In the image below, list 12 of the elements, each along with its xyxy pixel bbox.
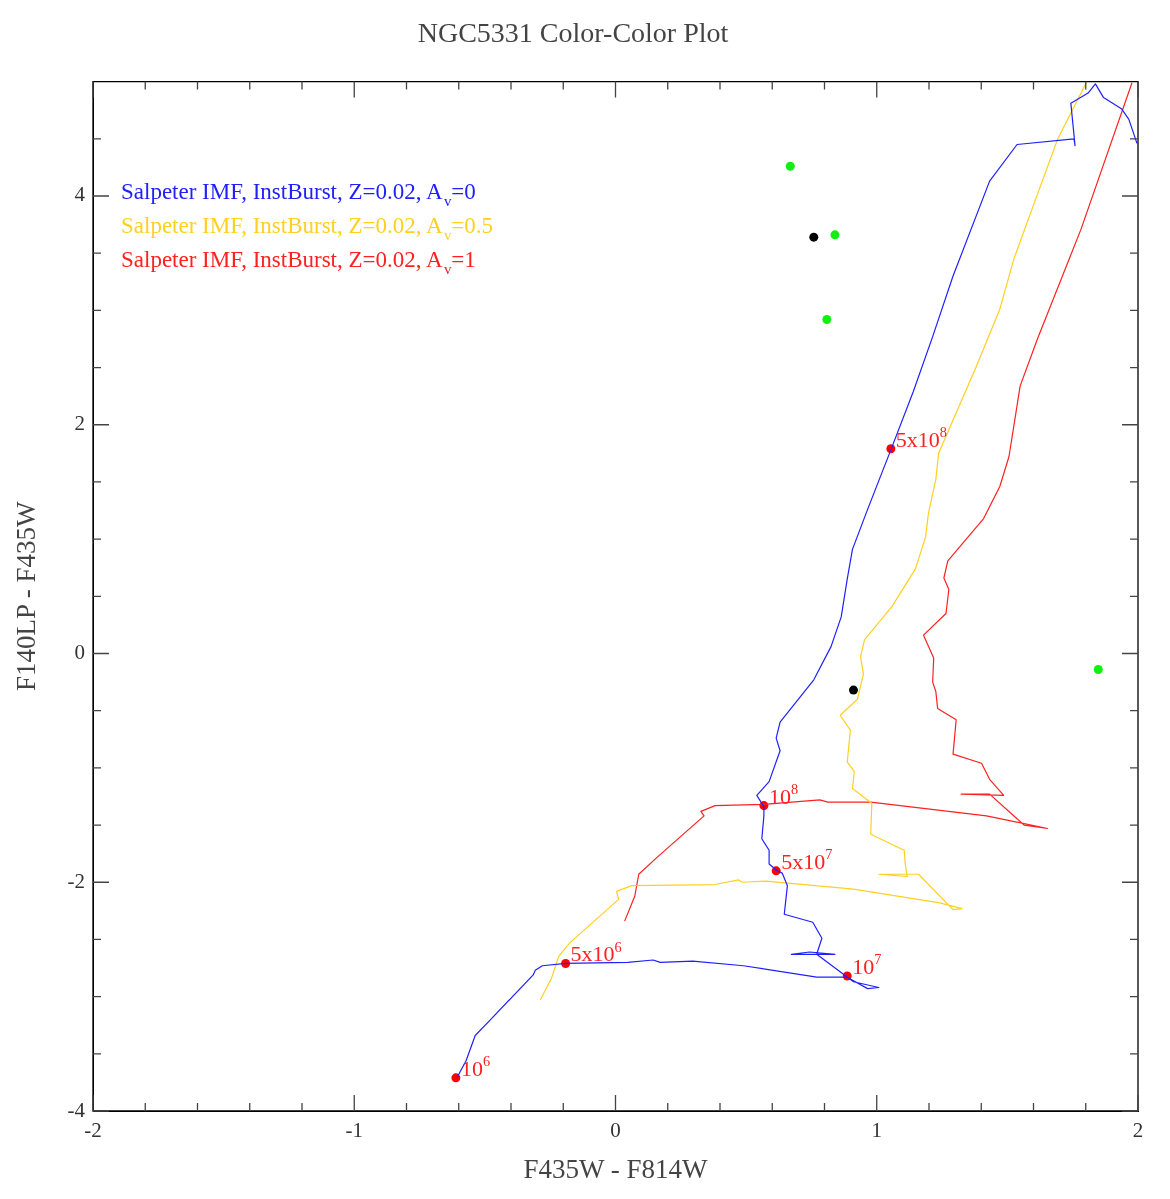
x-axis-title: F435W - F814W bbox=[523, 1153, 709, 1184]
x-tick-label: -1 bbox=[345, 1118, 363, 1143]
x-tick-label: 1 bbox=[871, 1118, 882, 1143]
y-tick-label: 0 bbox=[74, 640, 85, 664]
y-axis-title: F140LP - F435W bbox=[11, 501, 42, 692]
x-tick-label: 2 bbox=[1132, 1118, 1144, 1143]
chart-title: NGC5331 Color-Color Plot bbox=[417, 17, 729, 49]
y-tick-label: 2 bbox=[74, 411, 85, 436]
y-tick-label: 4 bbox=[74, 182, 86, 207]
y-tick-label: -2 bbox=[67, 868, 85, 893]
x-tick-label: 0 bbox=[610, 1118, 621, 1143]
y-tick-label: -4 bbox=[67, 1097, 86, 1122]
